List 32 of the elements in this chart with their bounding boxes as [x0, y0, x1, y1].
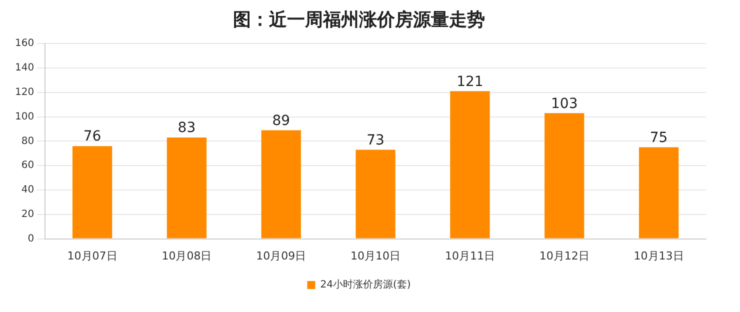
- bar: [544, 113, 584, 238]
- bar: [638, 147, 679, 238]
- y-tick-label: 160: [14, 38, 34, 50]
- y-tick-label: 80: [21, 136, 34, 147]
- bar: [450, 91, 490, 238]
- bar: [166, 138, 207, 238]
- data-label: 83: [178, 120, 196, 136]
- chart-title: 图：近一周福州涨价房源量走势: [233, 9, 485, 30]
- y-tick-label: 140: [14, 62, 34, 74]
- data-label: 75: [650, 130, 668, 146]
- y-tick-label: 60: [21, 160, 34, 172]
- data-label: 89: [272, 112, 290, 129]
- bar: [356, 150, 396, 238]
- x-tick-label: 10月10日: [350, 249, 401, 262]
- legend-label: 24小时涨价房源(套): [320, 278, 411, 291]
- x-tick-label: 10月09日: [256, 249, 306, 262]
- data-label: 73: [366, 132, 384, 148]
- data-label: 103: [551, 96, 578, 112]
- data-label: 76: [83, 128, 102, 145]
- bar: [72, 146, 112, 238]
- y-tick-label: 40: [21, 184, 34, 196]
- x-tick-label: 10月08日: [162, 249, 212, 262]
- x-tick-label: 10月13日: [634, 249, 684, 262]
- x-tick-label: 10月12日: [539, 249, 590, 262]
- x-tick-label: 10月07日: [67, 249, 118, 262]
- y-tick-label: 0: [28, 233, 34, 244]
- bar: [261, 130, 301, 238]
- x-tick-label: 10月11日: [444, 249, 495, 262]
- y-tick-label: 100: [14, 111, 34, 122]
- y-tick-label: 120: [14, 86, 34, 98]
- data-label: 121: [456, 74, 484, 90]
- y-tick-label: 20: [21, 208, 34, 220]
